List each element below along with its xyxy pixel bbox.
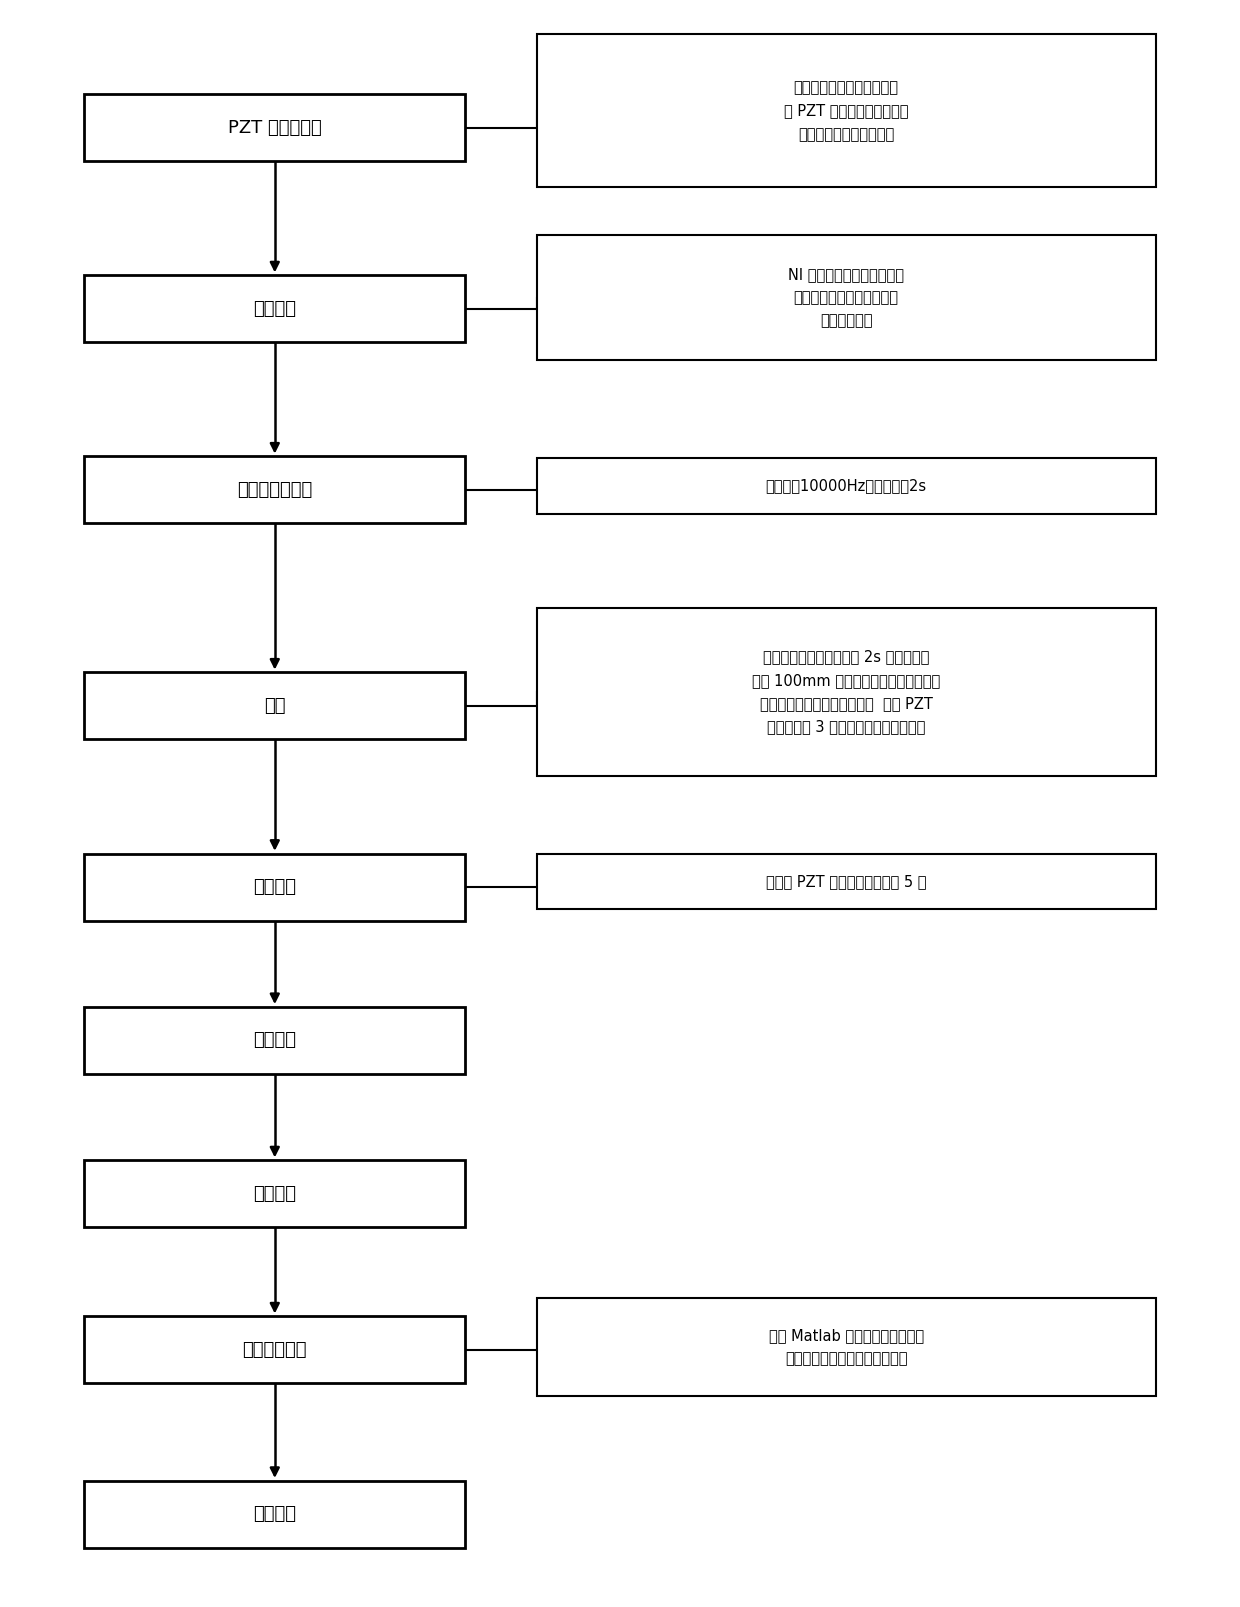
Text: 每一个 PZT 传感器检测并保存 5 次: 每一个 PZT 传感器检测并保存 5 次 <box>766 874 926 889</box>
Text: 试测: 试测 <box>264 697 285 715</box>
Bar <box>84 672 465 739</box>
Bar <box>537 34 1156 188</box>
Text: 出具报告: 出具报告 <box>253 1506 296 1523</box>
Text: 采用 Matlab 程序进行频率响应分
析，制作各测点的频率响应曲线: 采用 Matlab 程序进行频率响应分 析，制作各测点的频率响应曲线 <box>769 1327 924 1366</box>
Text: PZT 传感器粘贴: PZT 传感器粘贴 <box>228 119 321 137</box>
Text: 设备调试与设置: 设备调试与设置 <box>237 480 312 498</box>
Text: 点击程序运行按钮，力使 2s 内在距离传
感器 100mm 左右处壳体表面进行一次敲
击，观察波形采集是否成功。  每个 PZT
传感器试测 3 次，要求波形基: 点击程序运行按钮，力使 2s 内在距离传 感器 100mm 左右处壳体表面进行一… <box>751 649 940 734</box>
Text: 正式测试: 正式测试 <box>253 877 296 897</box>
Bar <box>537 609 1156 776</box>
Bar <box>537 458 1156 514</box>
Bar <box>537 235 1156 360</box>
Bar <box>84 1480 465 1548</box>
Text: 结果分析处理: 结果分析处理 <box>243 1340 308 1360</box>
Bar <box>84 853 465 921</box>
Text: 采样频率10000Hz，采样时间2s: 采样频率10000Hz，采样时间2s <box>765 479 926 493</box>
Text: NI 多通道高速数据采集器、
电脑显示器、转接盒、电脑
键盘、鼠标等: NI 多通道高速数据采集器、 电脑显示器、转接盒、电脑 键盘、鼠标等 <box>789 267 904 328</box>
Bar <box>84 95 465 161</box>
Text: 设备连接: 设备连接 <box>253 301 296 318</box>
Bar <box>537 1298 1156 1396</box>
Bar <box>537 853 1156 910</box>
Bar <box>84 1008 465 1073</box>
Text: 测试结束: 测试结束 <box>253 1184 296 1202</box>
Text: 结果保存: 结果保存 <box>253 1032 296 1049</box>
Text: 清理粘贴位置，采用胶粘剂
将 PZT 传感器粘贴在待检测
区域壳体表面，直至固化: 清理粘贴位置，采用胶粘剂 将 PZT 传感器粘贴在待检测 区域壳体表面，直至固化 <box>784 80 909 141</box>
Bar <box>84 456 465 524</box>
Bar <box>84 275 465 342</box>
Bar <box>84 1316 465 1384</box>
Bar <box>84 1160 465 1228</box>
